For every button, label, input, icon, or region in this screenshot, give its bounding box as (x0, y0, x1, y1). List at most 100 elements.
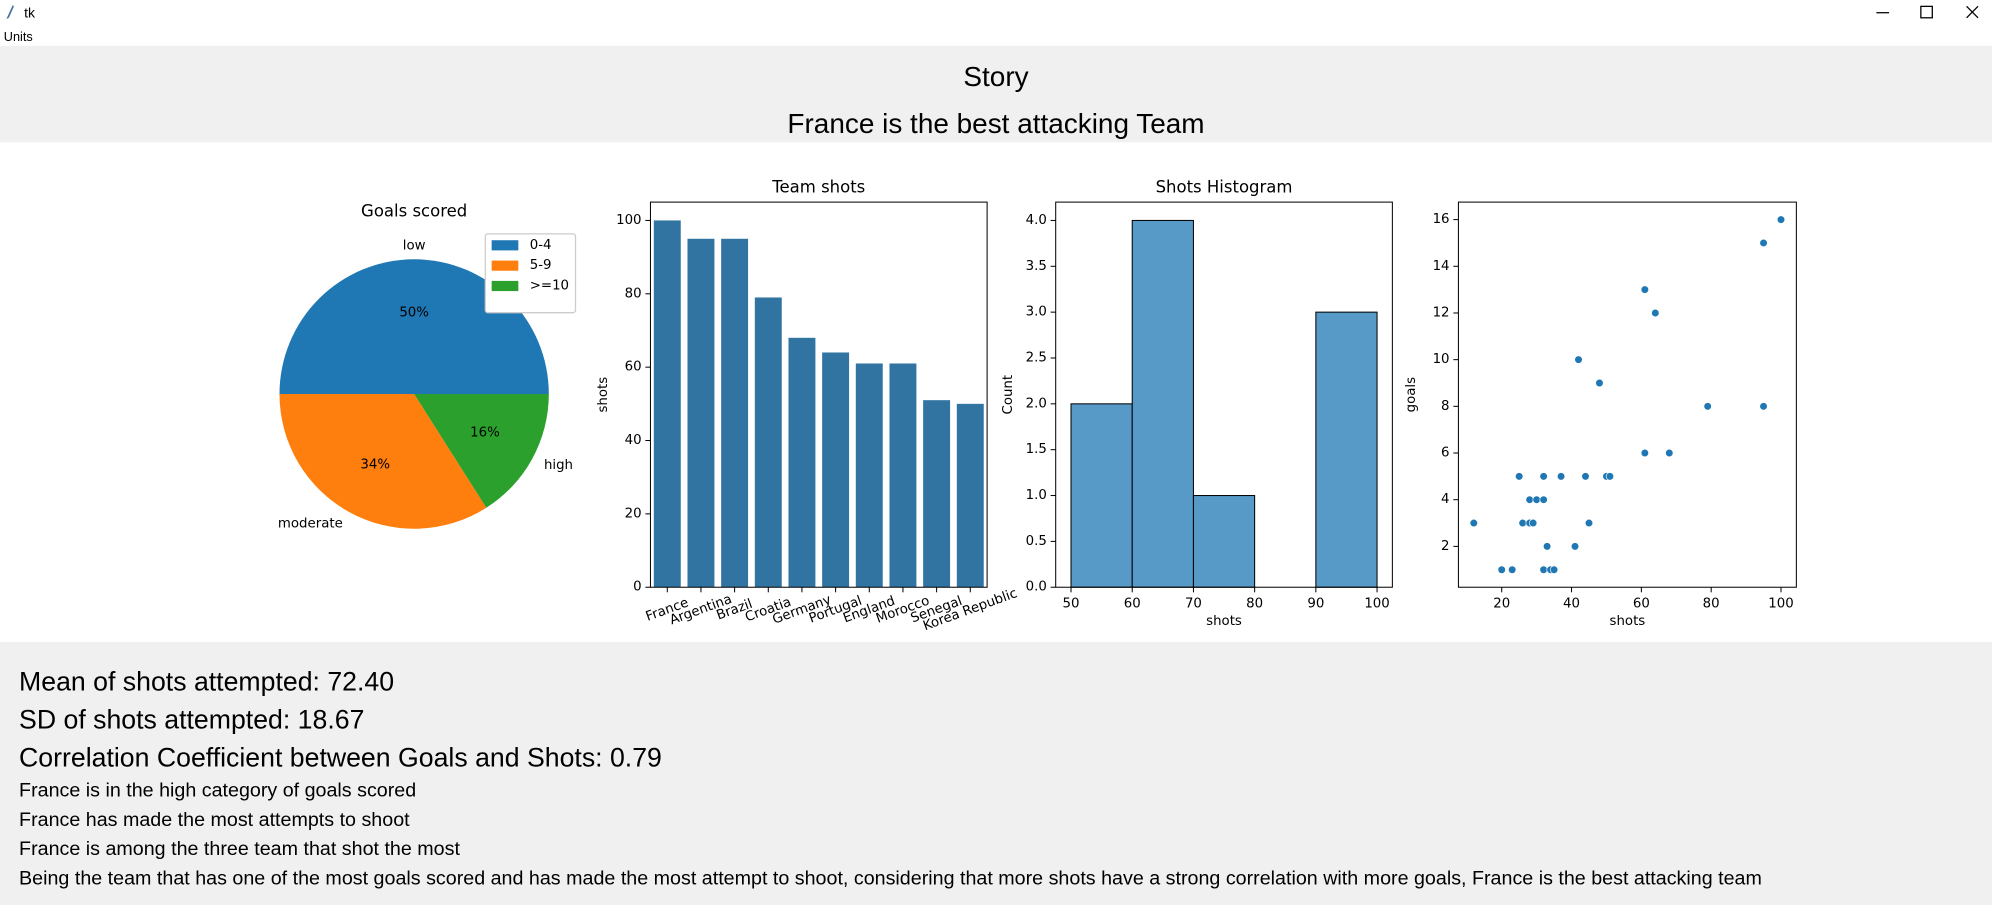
y-tick-label: 4 (1441, 492, 1449, 507)
y-tick-label: 10 (1433, 352, 1450, 367)
scatter-point (1515, 472, 1524, 481)
conclusion-line: France is in the high category of goals … (19, 780, 416, 802)
bar (889, 363, 917, 588)
y-tick-label: 80 (625, 286, 642, 301)
y-tick-label: 20 (625, 506, 642, 521)
scatter-point (1542, 542, 1552, 551)
scatter-point (1665, 448, 1674, 458)
scatter-point (1640, 285, 1649, 294)
window-title: tk (24, 5, 35, 21)
scatter-point (1570, 542, 1580, 551)
legend-swatch (491, 280, 519, 292)
scatter-point (1581, 472, 1590, 481)
slice-label: moderate (278, 516, 343, 531)
menu-bar (0, 25, 1992, 46)
chart-title: Goals scored (361, 201, 467, 220)
scatter-point (1539, 565, 1548, 574)
bar (687, 238, 715, 588)
y-tick-label: 0.0 (1026, 580, 1047, 595)
header-title: Story (963, 61, 1028, 92)
x-tick-label: 100 (1768, 596, 1793, 611)
scatter-point (1556, 472, 1566, 481)
chart-title: Shots Histogram (1156, 177, 1293, 196)
stat-line: SD of shots attempted: 18.67 (19, 704, 364, 734)
app-icon (6, 5, 14, 20)
bar (653, 220, 681, 588)
scatter-point (1703, 402, 1712, 411)
bar (721, 238, 749, 588)
y-tick-label: 60 (625, 360, 642, 375)
y-tick-label: 0 (633, 580, 641, 595)
y-axis-label: goals (1404, 377, 1419, 412)
charts: Goals scored low 50% moderate 34% high 16% 0-4 5… (278, 177, 1797, 634)
conclusion-line: Being the team that has one of the most … (19, 867, 1762, 889)
y-tick-label: 2 (1441, 539, 1449, 554)
bar (923, 400, 951, 588)
scatter-point (1640, 448, 1649, 458)
scatter-point (1508, 565, 1517, 574)
y-tick-label: 2.5 (1026, 350, 1047, 365)
y-tick-label: 1.5 (1026, 442, 1047, 457)
scatter-point (1529, 518, 1538, 528)
stat-line: Mean of shots attempted: 72.40 (19, 666, 394, 696)
scatter-point (1549, 565, 1559, 574)
x-tick-label: 90 (1307, 596, 1324, 611)
legend-box (484, 233, 577, 314)
scatter-point (1595, 378, 1604, 388)
x-tick-label: 70 (1185, 596, 1202, 611)
slice-label: low (403, 238, 426, 253)
close-button[interactable] (1966, 5, 1979, 19)
bar (822, 352, 850, 588)
summary-panel (0, 641, 1992, 905)
bar (754, 297, 782, 588)
x-tick-label: 40 (1563, 596, 1580, 611)
axes-frame (1457, 201, 1797, 588)
scatter-point (1759, 402, 1768, 411)
scatter-point (1605, 472, 1615, 481)
maximize-button[interactable] (1920, 5, 1933, 19)
y-tick-label: 14 (1433, 259, 1450, 274)
x-tick-label: 60 (1124, 596, 1141, 611)
y-axis-label: Count (1001, 375, 1016, 415)
y-tick-label: 100 (616, 213, 641, 228)
histogram-bar (1315, 311, 1378, 588)
legend-label: >=10 (530, 278, 569, 293)
scatter-point (1759, 238, 1768, 248)
histogram-bar (1131, 219, 1194, 588)
scatter-point (1574, 355, 1583, 364)
y-tick-label: 8 (1441, 399, 1449, 414)
x-axis-label: shots (1206, 614, 1242, 629)
bar (788, 337, 816, 588)
x-tick-label: 50 (1063, 596, 1080, 611)
scatter-point (1497, 565, 1506, 574)
x-tick-label: 80 (1703, 596, 1720, 611)
x-tick-label: 100 (1364, 596, 1389, 611)
axes-frame (649, 201, 988, 588)
y-tick-label: 0.5 (1026, 534, 1047, 549)
y-tick-label: 2.0 (1026, 396, 1047, 411)
y-tick-label: 3.0 (1026, 305, 1047, 320)
slice-value-label: 34% (360, 457, 390, 472)
histogram-bar (1192, 495, 1256, 588)
scatter-point (1651, 308, 1660, 318)
x-tick-label: 60 (1633, 596, 1650, 611)
legend-label: 5-9 (530, 258, 552, 273)
y-tick-label: 16 (1433, 212, 1450, 227)
bar (855, 363, 883, 588)
header-panel (0, 45, 1992, 143)
scatter-point (1776, 215, 1786, 224)
scatter-point (1525, 495, 1534, 504)
pie-slice (279, 394, 487, 529)
scatter-point (1469, 518, 1478, 528)
scatter-point (1539, 472, 1548, 481)
y-axis-label: shots (596, 377, 611, 413)
legend-label: 0-4 (530, 238, 552, 253)
menu-item[interactable]: Units (4, 30, 33, 44)
legend-swatch (491, 240, 519, 251)
pie-slice (279, 259, 549, 395)
slice-value-label: 50% (399, 306, 429, 321)
legend-swatch (491, 260, 519, 271)
y-tick-label: 4.0 (1026, 213, 1047, 228)
